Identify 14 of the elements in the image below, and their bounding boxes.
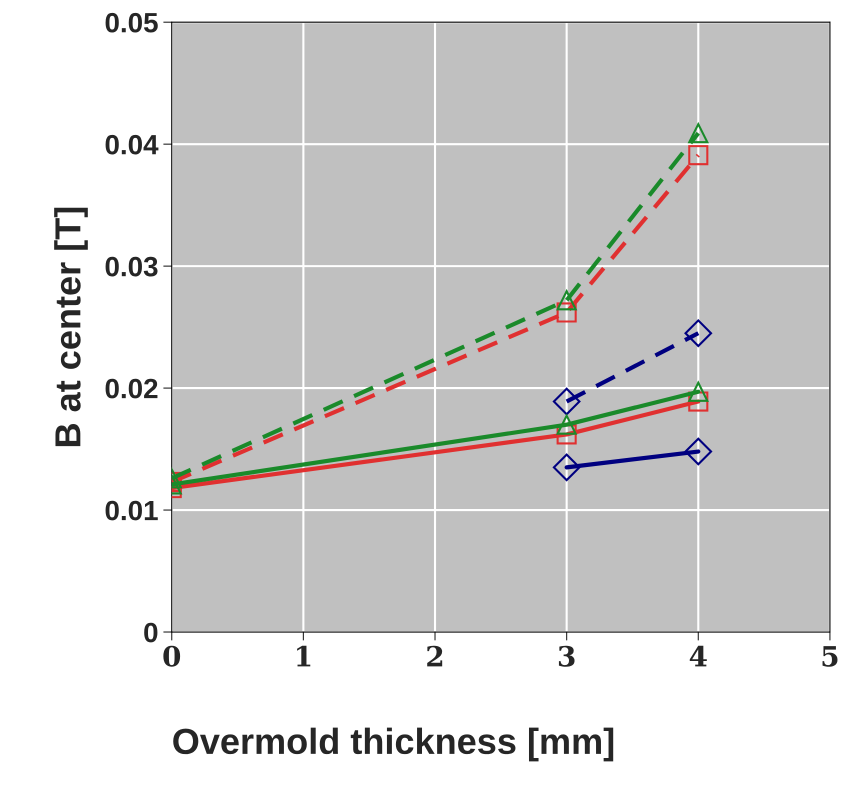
x-tick-label: 3 bbox=[558, 646, 575, 667]
x-tick-label: 5 bbox=[822, 646, 838, 667]
y-tick-label: 0.01 bbox=[106, 500, 158, 520]
y-tick-label: 0.03 bbox=[106, 256, 158, 277]
y-tick-label: 0.02 bbox=[106, 378, 158, 398]
x-tick-label: 1 bbox=[297, 646, 310, 666]
x-tick-label: 0 bbox=[163, 646, 180, 667]
y-tick-label: 0 bbox=[144, 622, 158, 642]
y-axis-title: B at center [T] bbox=[54, 208, 88, 446]
x-tick-label: 4 bbox=[690, 646, 707, 666]
y-tick-label: 0.05 bbox=[106, 12, 158, 33]
x-axis-title: Overmold thickness [mm] bbox=[173, 728, 614, 762]
x-tick-label: 2 bbox=[427, 646, 442, 666]
y-tick-label: 0.04 bbox=[106, 134, 158, 155]
